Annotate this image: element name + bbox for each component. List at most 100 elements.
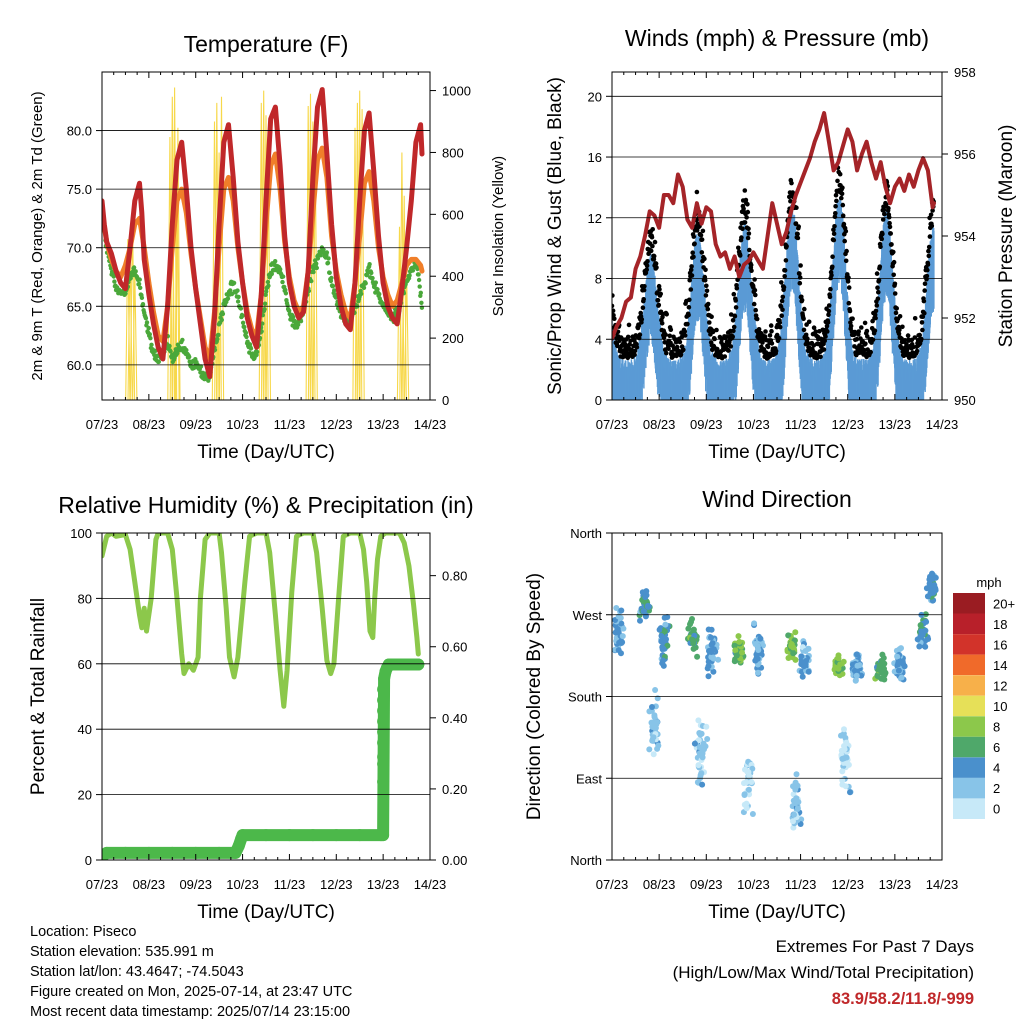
direction-point bbox=[645, 602, 651, 609]
gust-point bbox=[797, 271, 802, 277]
x-tick-label: 07/23 bbox=[596, 877, 629, 892]
direction-point bbox=[736, 638, 743, 645]
direction-point bbox=[847, 789, 853, 796]
gust-point bbox=[840, 185, 845, 190]
direction-point bbox=[932, 574, 939, 581]
gust-point bbox=[839, 195, 844, 201]
dewpoint-point bbox=[375, 287, 380, 292]
dewpoint-point bbox=[330, 283, 336, 289]
gust-point bbox=[833, 211, 838, 216]
y-tick-label: 75.0 bbox=[67, 182, 92, 197]
legend-swatch bbox=[953, 613, 985, 634]
solar-trace bbox=[396, 226, 403, 400]
legend-swatch bbox=[953, 634, 985, 655]
direction-point bbox=[755, 669, 761, 676]
gust-point bbox=[674, 344, 680, 350]
dewpoint-point bbox=[187, 354, 192, 360]
gust-point bbox=[612, 303, 615, 309]
dewpoint-point bbox=[415, 266, 420, 272]
direction-point bbox=[749, 811, 756, 817]
y-right-tick-label: 600 bbox=[442, 207, 464, 222]
gust-point bbox=[844, 248, 849, 254]
gust-point bbox=[802, 306, 807, 312]
direction-point bbox=[841, 755, 848, 762]
gust-point bbox=[922, 281, 928, 287]
gust-point bbox=[848, 323, 854, 329]
location-text: Location: Piseco bbox=[30, 924, 137, 940]
gust-point bbox=[875, 285, 880, 291]
direction-point bbox=[802, 661, 809, 668]
gust-point bbox=[904, 342, 909, 347]
direction-point bbox=[918, 631, 925, 638]
gust-point bbox=[682, 333, 688, 338]
direction-point bbox=[748, 779, 755, 785]
y-right-tick-label: 800 bbox=[442, 145, 464, 160]
gust-point bbox=[917, 332, 922, 338]
direction-point bbox=[708, 634, 714, 641]
y-tick-label: East bbox=[576, 771, 602, 786]
gust-point bbox=[704, 283, 709, 289]
gust-point bbox=[687, 297, 692, 303]
dewpoint-point bbox=[140, 302, 146, 307]
created-text: Figure created on Mon, 2025-07-14, at 23… bbox=[30, 984, 353, 1000]
gust-point bbox=[830, 254, 835, 259]
gust-point bbox=[927, 234, 933, 239]
direction-point bbox=[896, 646, 903, 653]
y-right-tick-label: 1000 bbox=[442, 84, 471, 99]
direction-point bbox=[794, 805, 801, 812]
gust-point bbox=[742, 220, 748, 225]
gust-point bbox=[782, 268, 788, 273]
direction-point bbox=[658, 632, 665, 639]
x-tick-label: 12/23 bbox=[320, 417, 353, 432]
dewpoint-point bbox=[265, 279, 271, 285]
legend-swatch bbox=[953, 736, 985, 758]
gust-point bbox=[722, 354, 728, 359]
direction-point bbox=[660, 657, 667, 664]
gust-point bbox=[763, 329, 768, 334]
dewpoint-point bbox=[235, 299, 241, 304]
solar-trace bbox=[175, 127, 181, 400]
gust-point bbox=[691, 234, 697, 239]
gust-point bbox=[664, 312, 669, 317]
x-tick-label: 11/23 bbox=[274, 877, 306, 892]
direction-point bbox=[798, 653, 805, 660]
direction-point bbox=[650, 734, 657, 741]
dewpoint-point bbox=[367, 262, 372, 267]
dewpoint-point bbox=[314, 265, 319, 271]
x-axis-label: Time (Day/UTC) bbox=[197, 902, 335, 923]
gust-point bbox=[705, 301, 711, 307]
direction-point bbox=[731, 642, 738, 649]
gust-point bbox=[731, 324, 737, 330]
gust-point bbox=[793, 221, 799, 226]
gust-point bbox=[926, 244, 932, 250]
gust-point bbox=[887, 224, 893, 230]
gust-point bbox=[710, 329, 716, 335]
gust-point bbox=[922, 310, 927, 316]
dewpoint-point bbox=[184, 347, 189, 353]
dewpoint-point bbox=[216, 332, 221, 338]
dewpoint-point bbox=[149, 342, 154, 347]
gust-point bbox=[625, 334, 631, 340]
gust-point bbox=[818, 354, 823, 360]
x-tick-label: 07/23 bbox=[86, 877, 119, 892]
gust-point bbox=[926, 248, 931, 254]
direction-point bbox=[735, 633, 742, 640]
gust-point bbox=[823, 334, 828, 339]
direction-point bbox=[853, 672, 860, 679]
dewpoint-point bbox=[263, 292, 268, 297]
gust-point bbox=[826, 312, 831, 318]
gust-point bbox=[824, 323, 830, 329]
dewpoint-point bbox=[419, 300, 424, 305]
gust-point bbox=[883, 202, 889, 207]
x-tick-label: 13/23 bbox=[879, 417, 912, 432]
direction-point bbox=[805, 668, 812, 675]
gust-point bbox=[779, 298, 785, 304]
x-tick-label: 12/23 bbox=[831, 877, 864, 892]
gust-point bbox=[863, 341, 868, 347]
direction-point bbox=[649, 723, 656, 730]
x-tick-label: 13/23 bbox=[367, 417, 400, 432]
gust-point bbox=[912, 335, 918, 340]
gust-point bbox=[657, 287, 662, 292]
dewpoint-point bbox=[235, 288, 240, 293]
